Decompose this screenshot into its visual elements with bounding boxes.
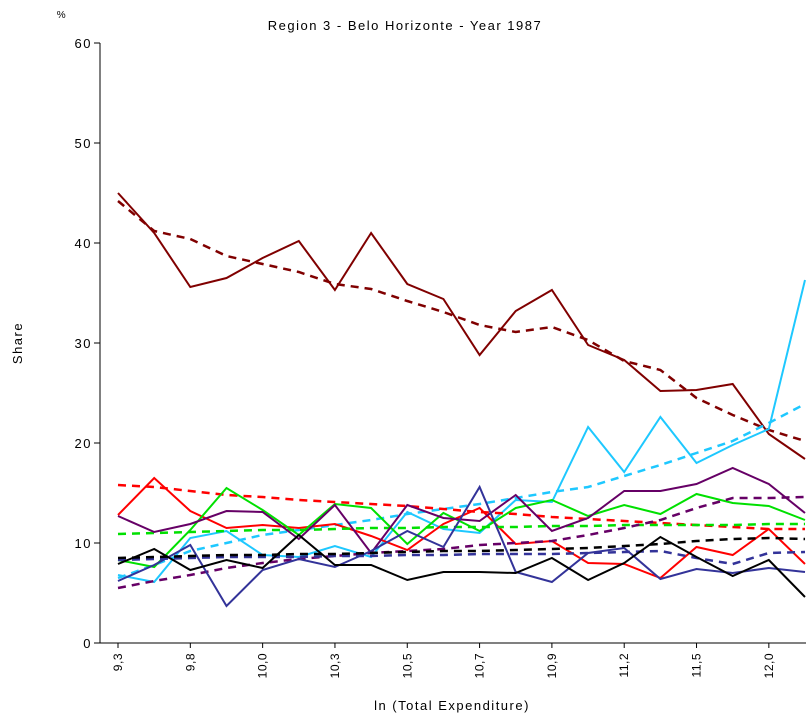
x-tick-label: 9,3	[111, 653, 125, 671]
trend-line	[117, 402, 806, 580]
y-tick-label: 10	[75, 536, 92, 551]
data-line	[117, 533, 806, 598]
trend-line	[117, 536, 806, 560]
data-line	[117, 192, 806, 460]
y-tick-label: 50	[75, 136, 92, 151]
x-tick-label: 9,8	[183, 653, 197, 671]
data-line	[117, 486, 806, 569]
y-tick-label: 20	[75, 436, 92, 451]
x-tick-label: 10,3	[328, 653, 342, 678]
chart-title: Region 3 - Belo Horizonte - Year 1987	[268, 18, 542, 33]
data-line	[117, 466, 806, 555]
trend-line	[117, 522, 805, 536]
y-tick-label: 40	[75, 236, 92, 251]
y-tick-label: 60	[75, 36, 92, 51]
x-axis-label: ln (Total Expenditure)	[374, 698, 530, 713]
x-tick-label: 11,2	[617, 653, 631, 677]
y-tick-label: 30	[75, 336, 92, 351]
trend-line	[117, 495, 806, 590]
y-axis-label: Share	[10, 322, 25, 364]
data-line	[117, 484, 806, 608]
trend-line	[117, 200, 806, 443]
x-tick-label: 10,5	[400, 653, 414, 678]
y-tick-label: 0	[83, 636, 92, 651]
x-tick-label: 10,0	[256, 653, 270, 678]
data-line	[117, 279, 806, 584]
x-tick-label: 11,5	[690, 653, 704, 677]
x-tick-label: 10,9	[545, 653, 559, 678]
x-tick-label: 12,0	[762, 653, 776, 678]
x-tick-label: 10,7	[473, 653, 487, 678]
trend-line	[117, 549, 806, 566]
trend-line	[117, 483, 805, 531]
y-unit: %	[57, 10, 67, 21]
